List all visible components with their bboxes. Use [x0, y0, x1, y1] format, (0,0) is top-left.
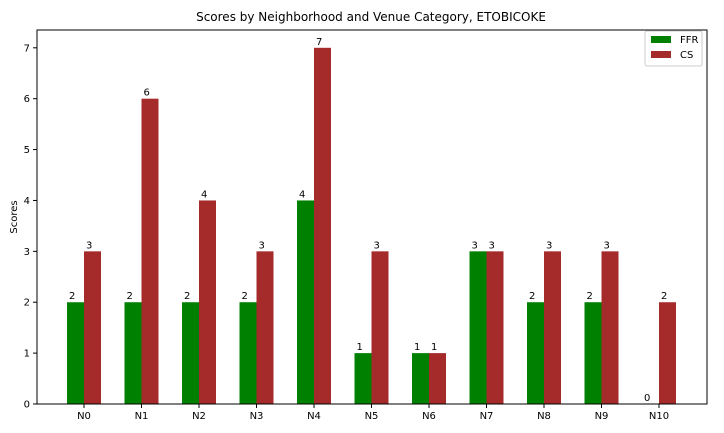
- y-tick-label-0: 0: [24, 400, 30, 411]
- x-tick-label-n6: N6: [422, 411, 436, 422]
- y-tick-label-1: 1: [24, 349, 30, 360]
- data-label-ffr-n10: 0: [644, 393, 650, 404]
- chart-title: Scores by Neighborhood and Venue Categor…: [196, 10, 546, 24]
- data-label-ffr-n1: 2: [127, 291, 133, 302]
- bar-cs-n2: [199, 200, 216, 404]
- data-label-ffr-n4: 4: [299, 189, 305, 200]
- data-label-cs-n8: 3: [546, 240, 552, 251]
- bar-cs-n5: [371, 251, 389, 404]
- data-label-cs-n7: 3: [489, 240, 495, 251]
- x-tick-label-n7: N7: [480, 411, 494, 422]
- y-tick-label-5: 5: [24, 145, 30, 156]
- legend-label-ffr: FFR: [680, 35, 699, 46]
- bar-cs-n4: [314, 47, 331, 405]
- x-tick-label-n1: N1: [135, 411, 149, 422]
- bar-cs-n3: [256, 251, 274, 404]
- y-tick-label-3: 3: [24, 247, 30, 258]
- y-tick-label-4: 4: [24, 196, 30, 207]
- bar-cs-n10: [659, 302, 676, 404]
- x-tick-label-n3: N3: [250, 411, 264, 422]
- data-label-ffr-n3: 2: [242, 291, 248, 302]
- bar-ffr-n8: [527, 302, 544, 404]
- data-label-cs-n9: 3: [604, 240, 610, 251]
- x-tick-label-n5: N5: [365, 411, 379, 422]
- data-label-ffr-n8: 2: [529, 291, 535, 302]
- y-tick-label-7: 7: [24, 43, 30, 54]
- x-tick-label-n10: N10: [649, 411, 669, 422]
- x-tick-label-n0: N0: [77, 411, 91, 422]
- bar-ffr-n6: [412, 353, 429, 404]
- y-tick-label-6: 6: [24, 94, 30, 105]
- bar-ffr-n4: [297, 200, 314, 404]
- data-label-ffr-n6: 1: [414, 342, 420, 353]
- bar-ffr-n2: [182, 302, 199, 404]
- bar-ffr-n3: [239, 302, 257, 404]
- x-tick-label-n4: N4: [307, 411, 321, 422]
- legend: FFR CS: [644, 30, 703, 67]
- bar-cs-n7: [486, 251, 504, 404]
- bar-cs-n1: [141, 98, 159, 404]
- legend-swatch-cs: [651, 51, 671, 58]
- bar-ffr-n0: [67, 302, 84, 404]
- bar-cs-n6: [429, 353, 446, 404]
- axes-frame: [36, 29, 708, 405]
- legend-swatch-ffr: [651, 36, 671, 43]
- bar-cs-n0: [84, 251, 101, 404]
- data-label-cs-n3: 3: [259, 240, 265, 251]
- data-label-ffr-n5: 1: [357, 342, 363, 353]
- data-label-cs-n6: 1: [431, 342, 437, 353]
- x-tick-label-n9: N9: [595, 411, 609, 422]
- bar-cs-n9: [601, 251, 619, 404]
- y-tick-label-2: 2: [24, 298, 30, 309]
- legend-label-cs: CS: [680, 50, 693, 61]
- data-label-ffr-n0: 2: [69, 291, 75, 302]
- x-tick-label-n2: N2: [192, 411, 206, 422]
- data-label-ffr-n7: 3: [472, 240, 478, 251]
- data-label-cs-n0: 3: [86, 240, 92, 251]
- data-label-cs-n10: 2: [661, 291, 667, 302]
- data-label-ffr-n2: 2: [184, 291, 190, 302]
- bar-ffr-n7: [469, 251, 487, 404]
- bar-ffr-n5: [354, 353, 372, 404]
- y-axis-title: Scores: [9, 200, 20, 233]
- data-label-cs-n4: 7: [316, 37, 322, 48]
- data-label-cs-n1: 6: [144, 88, 150, 99]
- data-label-cs-n5: 3: [374, 240, 380, 251]
- bar-ffr-n1: [124, 302, 142, 404]
- data-label-ffr-n9: 2: [587, 291, 593, 302]
- data-label-cs-n2: 4: [201, 189, 207, 200]
- bar-cs-n8: [544, 251, 561, 404]
- x-tick-label-n8: N8: [537, 411, 551, 422]
- bar-ffr-n9: [584, 302, 602, 404]
